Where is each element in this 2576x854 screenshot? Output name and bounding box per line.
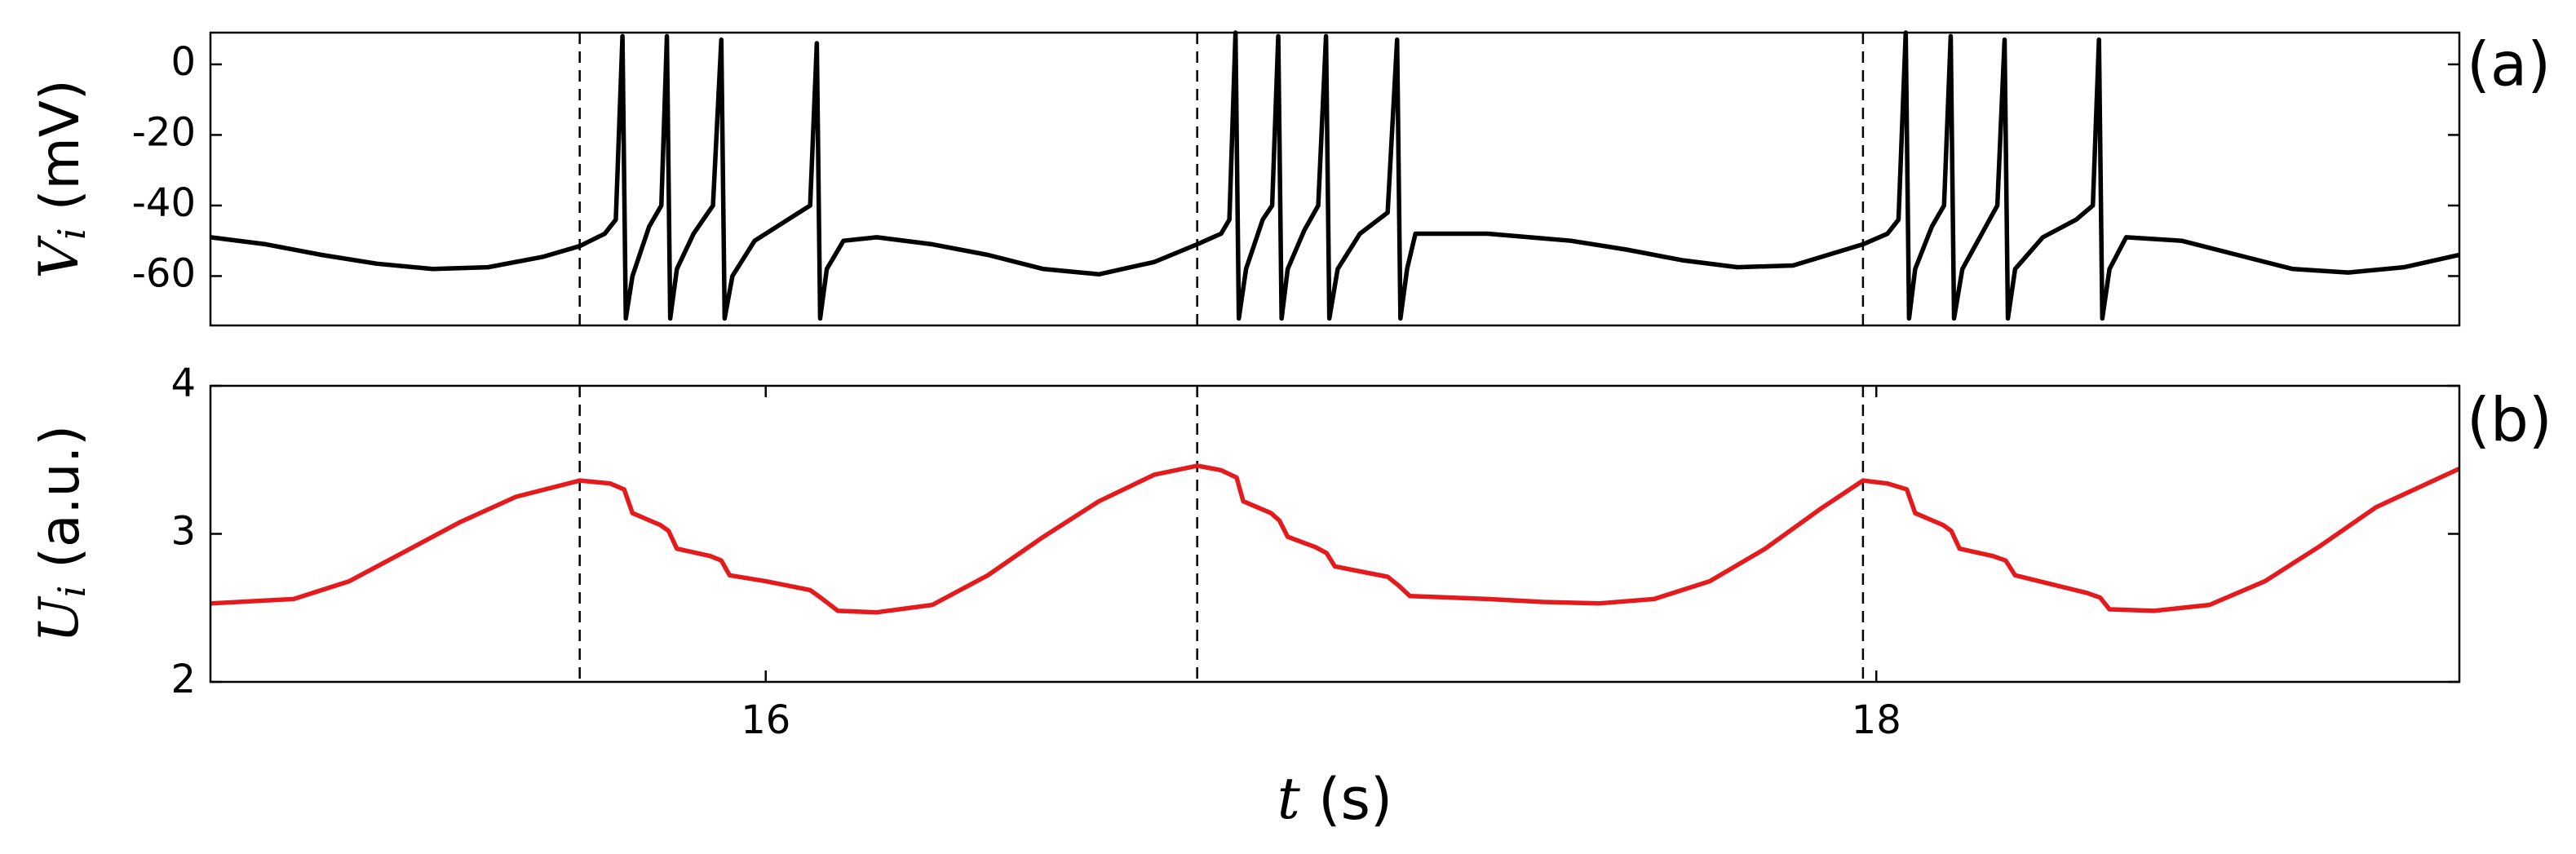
y-tick-label: -20 [132, 109, 196, 155]
y-tick-label: 3 [170, 509, 196, 555]
x-label-unit: (s) [1300, 766, 1392, 833]
y-tick-label: -40 [132, 180, 196, 226]
y-tick-label: 4 [170, 361, 196, 406]
panel-label: (b) [2467, 386, 2552, 456]
y-tick-label: 0 [170, 39, 196, 85]
y-label-symbol: U [28, 595, 91, 643]
plot-frame [209, 31, 2461, 327]
y-tick-label: -60 [132, 250, 196, 296]
plot-frame [209, 384, 2461, 684]
data-line [210, 30, 2460, 321]
y-label-symbol: V [28, 235, 91, 279]
x-axis-label: t (s) [1277, 765, 1392, 833]
x-tick-label: 16 [741, 697, 790, 743]
y-tick-label: 2 [170, 657, 196, 702]
x-label-symbol: t [1277, 765, 1301, 832]
x-tick-label: 18 [1852, 697, 1901, 743]
panel-label: (a) [2467, 30, 2551, 100]
y-axis-label: Ui (a.u.) [28, 425, 94, 643]
y-label-subscript: i [50, 586, 94, 598]
y-label-unit: (a.u.) [29, 425, 91, 586]
y-label-unit: (mV) [29, 79, 91, 228]
y-axis-label: Vi (mV) [28, 79, 94, 278]
data-line [210, 463, 2461, 615]
y-label-subscript: i [50, 228, 94, 240]
